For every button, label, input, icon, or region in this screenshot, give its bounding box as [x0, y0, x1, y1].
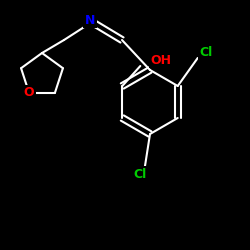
Text: O: O	[24, 86, 34, 99]
Text: OH: OH	[150, 54, 171, 66]
Text: Cl: Cl	[134, 168, 146, 180]
Text: Cl: Cl	[199, 46, 212, 60]
Text: N: N	[85, 14, 95, 26]
